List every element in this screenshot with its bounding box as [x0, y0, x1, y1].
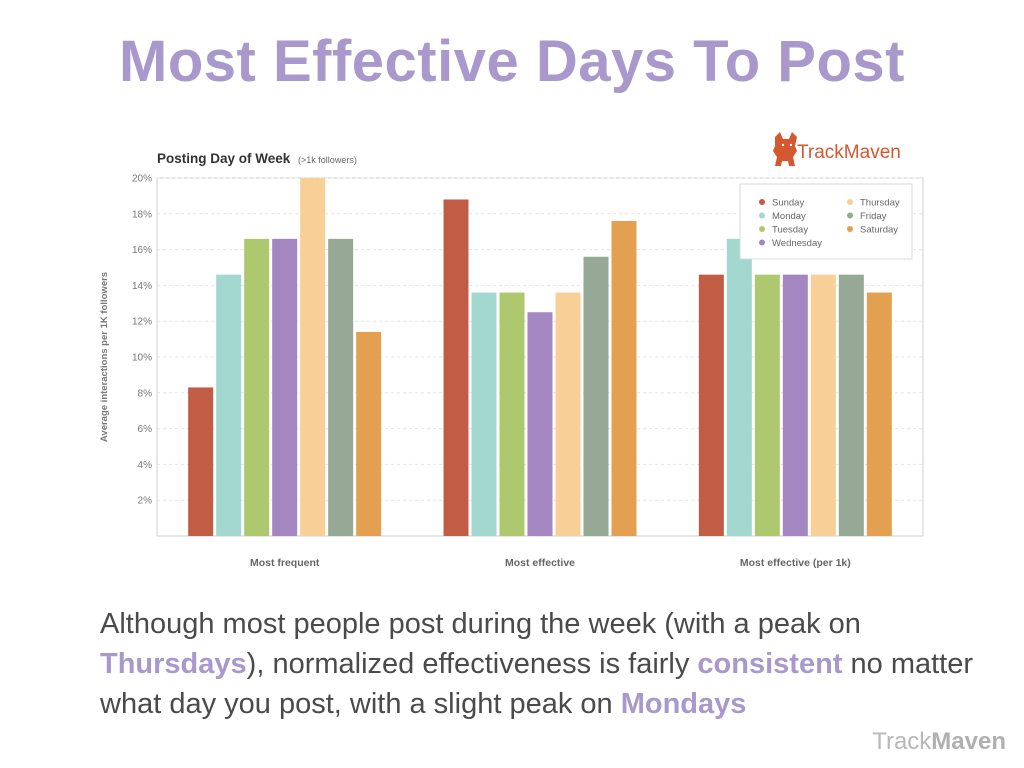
bar-thursday [555, 292, 581, 536]
x-category-label: Most frequent [250, 557, 320, 569]
logo-text: TrackMaven [797, 142, 901, 163]
legend-entry: Friday [860, 211, 887, 222]
bar-thursday [300, 178, 326, 536]
bar-monday [216, 274, 242, 536]
bar-friday [838, 274, 864, 536]
bar-saturday [356, 331, 382, 536]
footer-logo: TrackMaven [872, 728, 1006, 755]
y-axis-label: Average interactions per 1K followers [99, 272, 110, 442]
y-tick-label: 6% [138, 424, 153, 435]
bar-sunday [443, 199, 469, 536]
bar-sunday [698, 274, 724, 536]
y-tick-label: 16% [132, 245, 152, 256]
bar-wednesday [272, 238, 298, 537]
y-tick-label: 4% [138, 460, 153, 471]
legend-swatch [847, 226, 853, 232]
dog-icon [773, 132, 797, 166]
bar-friday [328, 238, 354, 537]
highlight-mondays: Mondays [620, 688, 747, 720]
highlight-consistent: consistent [697, 648, 843, 680]
legend-entry: Monday [772, 211, 806, 222]
y-tick-label: 2% [138, 496, 153, 507]
legend-swatch [759, 199, 765, 205]
legend-entry: Thursday [860, 198, 900, 209]
bar-sunday [188, 387, 214, 536]
bar-wednesday [782, 274, 808, 536]
bar-saturday [611, 220, 637, 536]
y-tick-label: 12% [132, 317, 152, 328]
legend-swatch [759, 239, 765, 246]
legend-box [739, 183, 913, 260]
y-tick-label: 10% [132, 353, 152, 364]
bar-thursday [810, 274, 836, 536]
legend-swatch [847, 212, 853, 219]
trackmaven-logo: TrackMaven [773, 132, 901, 166]
bar-tuesday [499, 292, 525, 536]
legend-entry: Wednesday [772, 238, 822, 249]
legend-swatch [759, 212, 765, 219]
bar-saturday [866, 292, 892, 536]
x-category-label: Most effective [505, 557, 575, 569]
legend-swatch [759, 226, 765, 232]
bar-friday [583, 256, 609, 536]
bar-tuesday [754, 274, 780, 536]
bar-monday [471, 292, 497, 536]
x-category-label: Most effective (per 1k) [740, 557, 851, 569]
legend-entry: Saturday [860, 225, 898, 236]
bar-tuesday [244, 238, 270, 537]
y-tick-label: 18% [132, 209, 152, 220]
legend: Sunday Monday Tuesday Wednesday Thursday Frid… [739, 183, 913, 260]
y-tick-label: 14% [132, 281, 152, 292]
legend-swatch [847, 199, 853, 205]
y-tick-label: 8% [138, 388, 153, 399]
caption: Although most people post during the wee… [100, 608, 974, 720]
chart-subtitle: (>1k followers) [298, 155, 357, 165]
highlight-thursdays: Thursdays [100, 648, 247, 680]
chart-title: Posting Day of Week (>1k followers) [157, 151, 357, 166]
slide-title: Most Effective Days To Post [119, 29, 905, 94]
legend-entry: Sunday [772, 198, 804, 209]
bar-chart: Posting Day of Week (>1k followers) Trac… [99, 132, 924, 569]
bar-monday [726, 238, 752, 537]
legend-entry: Tuesday [772, 225, 808, 236]
bar-wednesday [527, 312, 553, 536]
y-tick-label: 20% [132, 174, 152, 185]
